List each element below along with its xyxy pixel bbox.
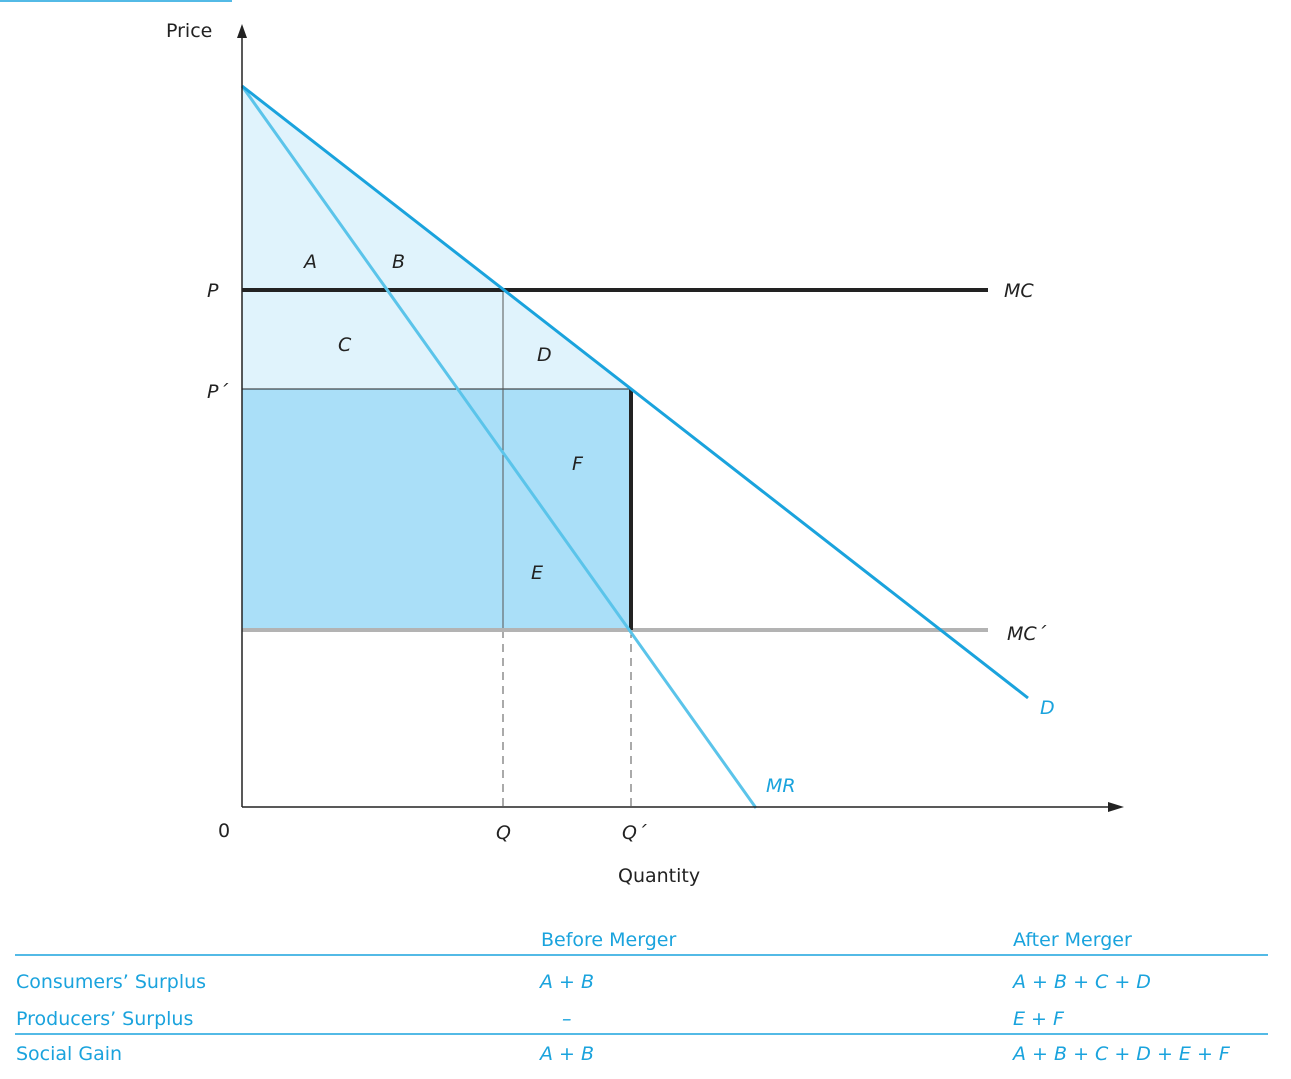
region-f-label: F <box>572 453 584 475</box>
y-axis-arrow-icon <box>237 24 247 38</box>
x-axis-arrow-icon <box>1108 802 1124 812</box>
producer-surplus-ef-region <box>242 389 631 630</box>
region-c-label: C <box>338 334 352 356</box>
y-axis-label: Price <box>166 20 212 42</box>
demand-label: D <box>1040 697 1055 719</box>
table-cell-after: A + B + C + D + E + F <box>1011 1043 1231 1065</box>
origin-label: 0 <box>218 820 230 842</box>
price-tick-p: P <box>207 280 219 302</box>
region-b-label: B <box>392 251 405 273</box>
table-cell-before: A + B <box>538 1043 594 1065</box>
table-cell-after: A + B + C + D <box>1011 971 1151 993</box>
table-cell-before: A + B <box>538 971 594 993</box>
region-a-label: A <box>302 251 317 273</box>
demand-curve <box>241 84 1029 700</box>
mc-prime-label: MC´ <box>1007 623 1047 645</box>
price-tick-p-prime: P´ <box>207 381 228 403</box>
region-d-label: D <box>537 344 552 366</box>
mr-curve <box>240 85 758 809</box>
table-row-label: Social Gain <box>16 1043 122 1065</box>
gain-cd-region <box>242 290 631 389</box>
quantity-tick-q-prime: Q´ <box>622 822 647 844</box>
table-header-before: Before Merger <box>541 929 676 951</box>
x-axis-label: Quantity <box>618 865 700 887</box>
table-row-label: Consumers’ Surplus <box>16 971 206 993</box>
table-cell-after: E + F <box>1013 1008 1065 1030</box>
quantity-tick-q: Q <box>496 822 511 844</box>
table-cell-before: – <box>562 1008 572 1030</box>
table-row-label: Producers’ Surplus <box>16 1008 193 1030</box>
mc-label: MC <box>1004 280 1034 302</box>
table-header-after: After Merger <box>1013 929 1132 951</box>
region-e-label: E <box>531 562 543 584</box>
mr-label: MR <box>766 775 796 797</box>
